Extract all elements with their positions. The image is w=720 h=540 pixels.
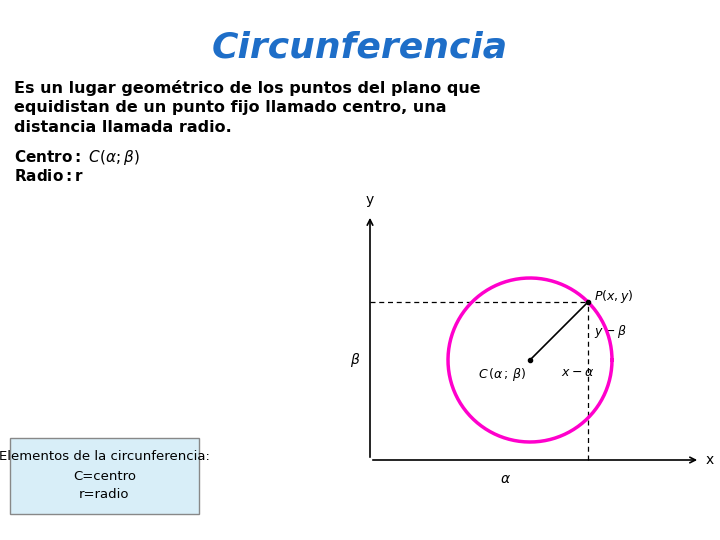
Text: $C\,(\alpha\,;\,\beta)$: $C\,(\alpha\,;\,\beta)$ [477,366,526,383]
Text: Es un lugar geométrico de los puntos del plano que: Es un lugar geométrico de los puntos del… [14,80,481,96]
Text: $\bf{Centro:}$ $\it{C}(\alpha;\beta)$: $\bf{Centro:}$ $\it{C}(\alpha;\beta)$ [14,148,140,167]
Text: y: y [366,193,374,207]
Text: Circunferencia: Circunferencia [212,30,508,64]
FancyBboxPatch shape [10,438,199,514]
Text: r=radio: r=radio [79,488,130,501]
Text: $P(x,y)$: $P(x,y)$ [594,288,634,305]
Text: Elementos de la circunferencia:: Elementos de la circunferencia: [0,450,210,463]
Text: C=centro: C=centro [73,470,136,483]
Text: $\beta$: $\beta$ [350,351,360,369]
Text: x: x [706,453,714,467]
Text: $x-\alpha$: $x-\alpha$ [561,366,594,379]
Text: distancia llamada radio.: distancia llamada radio. [14,120,232,135]
Text: $y-\beta$: $y-\beta$ [594,322,626,340]
Text: $\bf{Radio: r}$: $\bf{Radio: r}$ [14,168,84,184]
Text: equidistan de un punto fijo llamado centro, una: equidistan de un punto fijo llamado cent… [14,100,446,115]
Text: $\alpha$: $\alpha$ [500,472,510,486]
